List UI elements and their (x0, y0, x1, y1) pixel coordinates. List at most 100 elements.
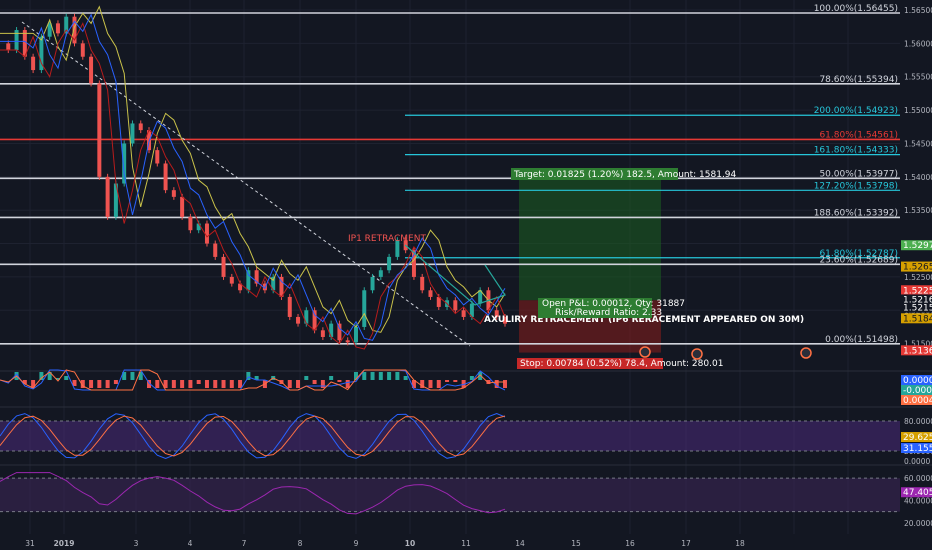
time-axis-background (0, 536, 932, 550)
candle-body (262, 283, 267, 291)
macd-histogram-bar (378, 372, 383, 380)
time-tick-label: 17 (681, 539, 691, 548)
price-tick-label: 1.54000 (904, 173, 932, 182)
candle-body (47, 23, 52, 37)
candle-body (287, 296, 292, 317)
macd-histogram-bar (337, 380, 342, 382)
stoch-tick-label: 80.0000 (904, 417, 932, 426)
rsi-tag-label: 47.4058 (903, 488, 932, 498)
macd-histogram-bar (395, 372, 400, 380)
macd-histogram-bar (180, 380, 185, 388)
candle-body (221, 256, 226, 277)
price-tag-box (901, 294, 932, 305)
fib-level-label: 161.80%(1.54333) (814, 146, 898, 156)
candle-body (411, 250, 416, 277)
macd-histogram-bar (403, 376, 408, 380)
stoch-tag-box (901, 432, 932, 442)
candle-body (503, 316, 507, 324)
price-tag-label: 1.51844 (903, 314, 932, 324)
macd-histogram-bar (370, 372, 375, 380)
candle-body (428, 290, 433, 297)
candle-body (296, 316, 301, 324)
macd-histogram-bar (22, 380, 27, 384)
stop-label: Stop: 0.00784 (0.52%) 78.4, Amount: 280.… (520, 359, 723, 369)
macd-histogram-bar (122, 372, 127, 380)
candle-body (39, 36, 44, 71)
candle-body (395, 240, 400, 257)
macd-histogram-bar (486, 380, 491, 384)
price-tag-label: 1.51366 (903, 346, 932, 356)
candle-body (213, 243, 218, 257)
candle-body (130, 123, 135, 144)
candle-body (246, 270, 251, 291)
price-tag-label: 1.52250 (903, 286, 932, 296)
candle-body (238, 283, 243, 291)
stoch-tag-box (901, 443, 932, 453)
price-tick-label: 1.55000 (904, 106, 932, 115)
rsi-pane: 60.0000 40.0000 20.0000 47.4058 (0, 472, 932, 528)
price-tag-label: 1.52655 (903, 263, 932, 273)
stoch-k-line (0, 412, 506, 460)
candle-body (478, 290, 483, 304)
annotation-auxiliary-retracement: AXULIRY RETRACEMENT (IP6 RERACEMENT APPE… (484, 315, 804, 325)
macd-histogram-bar (287, 380, 292, 388)
rsi-tick-label: 20.0000 (904, 519, 932, 528)
risk-reward-label: Risk/Reward Ratio: 2.33 (555, 308, 662, 318)
macd-histogram-bar (411, 380, 416, 388)
fib-level-label: 78.60%(1.55394) (819, 75, 898, 85)
fib-level-label: 127.20%(1.53798) (814, 181, 898, 191)
macd-histogram-bar (312, 380, 317, 384)
open-pl-box (538, 298, 652, 318)
macd-histogram-bar (204, 380, 209, 388)
macd-histogram-bar (147, 380, 152, 388)
macd-tag-box (901, 375, 932, 385)
macd-histogram-bar (213, 380, 218, 388)
macd-histogram-bar (80, 380, 85, 388)
macd-histogram-bar (320, 380, 325, 388)
time-tick-label: 3 (134, 539, 139, 548)
candle-body (180, 196, 185, 217)
macd-histogram-bar (387, 372, 392, 380)
macd-signal-line (0, 369, 505, 391)
macd-histogram-bar (105, 380, 110, 388)
macd-histogram-bar (362, 372, 367, 380)
macd-line (0, 369, 506, 391)
macd-tag-label: 0.0004 (903, 396, 932, 406)
candle-body (362, 290, 367, 327)
macd-histogram-bar (246, 372, 251, 380)
time-tick-label: 11 (461, 539, 471, 548)
candle-body (370, 276, 375, 291)
price-tag-box (901, 240, 932, 251)
macd-histogram-bar (345, 380, 350, 388)
target-label-box (511, 168, 678, 180)
candle-body (80, 43, 85, 57)
price-tag-box (901, 345, 932, 356)
macd-histogram-bar (155, 380, 160, 388)
candle-body (320, 330, 325, 337)
candle-body (97, 83, 102, 177)
rsi-band (0, 478, 900, 512)
candle-body (147, 130, 152, 151)
rsi-tick-label: 40.0000 (904, 497, 932, 506)
time-tick-label: 14 (515, 539, 525, 548)
event-marker-icon (639, 346, 651, 358)
candle-body (436, 296, 441, 307)
candle-body (271, 276, 276, 291)
open-pl-label: Open P&L: 0.00012, Qty: 31887 (542, 299, 685, 309)
candle-body (420, 276, 425, 291)
macd-histogram-bar (428, 380, 433, 388)
candle-body (171, 190, 176, 197)
candle-body (6, 43, 11, 51)
price-tick-label: 1.54500 (904, 139, 932, 148)
time-axis: 31 2019 3 4 7 8 9 10 11 14 15 16 17 18 (25, 539, 745, 548)
price-tag-box (901, 261, 932, 272)
macd-histogram-bar (221, 380, 226, 388)
event-marker-icon (691, 348, 703, 360)
price-tag-box (901, 313, 932, 324)
macd-histogram-bar (238, 380, 243, 388)
macd-histogram-bar (55, 378, 60, 380)
macd-histogram-bar (47, 372, 52, 380)
